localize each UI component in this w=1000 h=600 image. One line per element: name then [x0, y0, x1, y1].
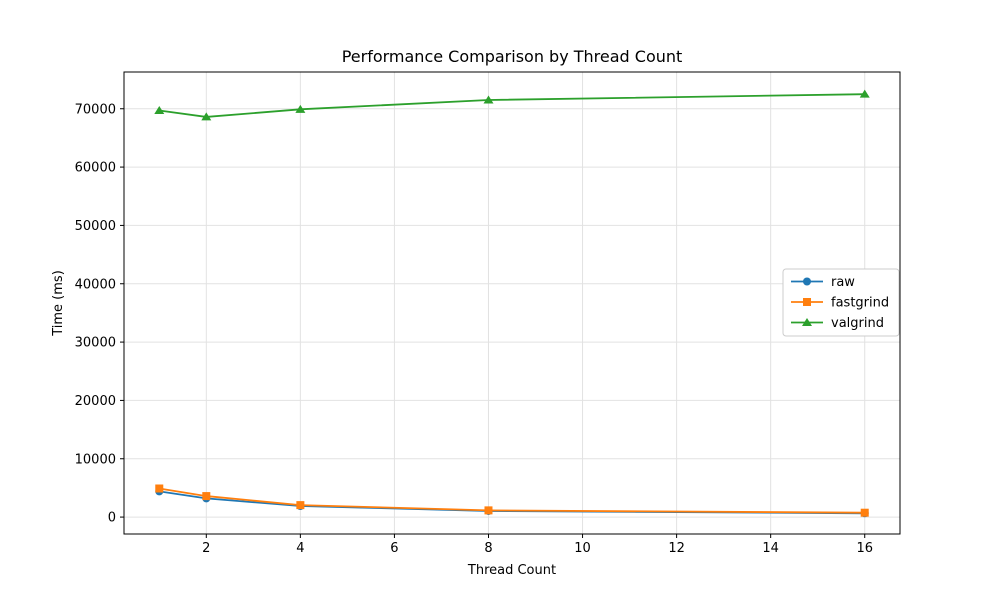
legend-item-raw: raw [791, 275, 855, 290]
legend-label-raw: raw [831, 275, 855, 290]
plot-border [123, 71, 901, 535]
chart-title: Performance Comparison by Thread Count [342, 47, 683, 66]
legend-item-fastgrind: fastgrind [791, 296, 889, 311]
legend-marker-raw [803, 277, 811, 286]
marker-valgrind-x1 [154, 106, 165, 114]
y-tick-label-50000: 50000 [75, 219, 116, 234]
x-tick-label-12: 12 [668, 541, 685, 556]
x-tick-label-14: 14 [762, 541, 779, 556]
y-tick-label-30000: 30000 [75, 336, 116, 351]
legend-label-fastgrind: fastgrind [831, 296, 889, 311]
marker-fastgrind-x16 [860, 508, 869, 517]
marker-valgrind-x4 [295, 104, 306, 113]
series-valgrind [154, 89, 870, 121]
y-tick-label-60000: 60000 [75, 161, 116, 176]
marker-valgrind-x2 [201, 112, 212, 121]
x-tick-label-16: 16 [856, 541, 873, 556]
marker-valgrind-x8 [483, 95, 494, 104]
x-tick-label-4: 4 [296, 541, 304, 556]
marker-fastgrind-x2 [202, 492, 211, 501]
series-fastgrind [155, 484, 869, 517]
marker-fastgrind-x4 [296, 501, 305, 510]
x-axis-label: Thread Count [467, 563, 556, 578]
legend-box [782, 268, 900, 337]
y-axis-label: Time (ms) [51, 270, 66, 337]
x-tick-label-6: 6 [390, 541, 398, 556]
legend-label-valgrind: valgrind [831, 316, 884, 331]
legend: raw fastgrind valgrind [782, 268, 900, 337]
legend-marker-valgrind [802, 318, 812, 326]
y-tick-label-70000: 70000 [75, 102, 116, 117]
y-tick-label-40000: 40000 [75, 277, 116, 292]
legend-marker-fastgrind [803, 298, 811, 306]
x-tick-label-10: 10 [574, 541, 591, 556]
legend-item-valgrind: valgrind [791, 316, 884, 331]
x-tick-label-8: 8 [484, 541, 492, 556]
series-line-fastgrind [159, 487, 865, 514]
plot-area: 2 4 6 8 10 12 14 16 0 10000 20000 30000 40000 50000 60… [75, 71, 901, 556]
marker-fastgrind-x1 [155, 484, 164, 493]
y-tick-label-20000: 20000 [75, 394, 116, 409]
y-tick-label-10000: 10000 [75, 452, 116, 467]
marker-valgrind-x16 [859, 89, 870, 98]
x-tick-label-2: 2 [202, 541, 210, 556]
marker-fastgrind-x8 [484, 506, 493, 515]
series-line-valgrind [159, 93, 865, 118]
y-tick-label-0: 0 [108, 511, 116, 526]
